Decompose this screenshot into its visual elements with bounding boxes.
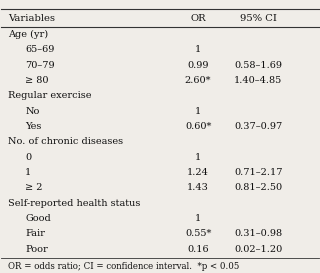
Text: Yes: Yes [25,122,42,131]
Text: 70–79: 70–79 [25,61,55,70]
Text: Poor: Poor [25,245,48,254]
Text: 1: 1 [25,168,31,177]
Text: 0.71–2.17: 0.71–2.17 [234,168,283,177]
Text: 1: 1 [195,153,201,162]
Text: 0.02–1.20: 0.02–1.20 [234,245,283,254]
Text: 0: 0 [25,153,31,162]
Text: No: No [25,107,40,116]
Text: 0.99: 0.99 [187,61,209,70]
Text: Good: Good [25,214,51,223]
Text: ≥ 2: ≥ 2 [25,183,43,192]
Text: ≥ 80: ≥ 80 [25,76,49,85]
Text: No. of chronic diseases: No. of chronic diseases [8,137,123,146]
Text: 65–69: 65–69 [25,45,54,54]
Text: Variables: Variables [8,14,55,23]
Text: 0.16: 0.16 [187,245,209,254]
Text: 0.60*: 0.60* [185,122,211,131]
Text: Age (yr): Age (yr) [8,30,48,39]
Text: 0.55*: 0.55* [185,229,211,238]
Text: Fair: Fair [25,229,45,238]
Text: 0.81–2.50: 0.81–2.50 [234,183,283,192]
Text: OR = odds ratio; CI = confidence interval.  *p < 0.05: OR = odds ratio; CI = confidence interva… [8,262,239,271]
Text: 1.43: 1.43 [187,183,209,192]
Text: 0.58–1.69: 0.58–1.69 [234,61,282,70]
Text: 1: 1 [195,214,201,223]
Text: 0.37–0.97: 0.37–0.97 [234,122,283,131]
Text: 1.24: 1.24 [187,168,209,177]
Text: 2.60*: 2.60* [185,76,211,85]
Text: 1: 1 [195,45,201,54]
Text: Self-reported health status: Self-reported health status [8,199,140,208]
Text: 0.31–0.98: 0.31–0.98 [234,229,283,238]
Text: 1: 1 [195,107,201,116]
Text: 1.40–4.85: 1.40–4.85 [234,76,283,85]
Text: 95% CI: 95% CI [240,14,277,23]
Text: OR: OR [190,14,206,23]
Text: Regular exercise: Regular exercise [8,91,91,100]
